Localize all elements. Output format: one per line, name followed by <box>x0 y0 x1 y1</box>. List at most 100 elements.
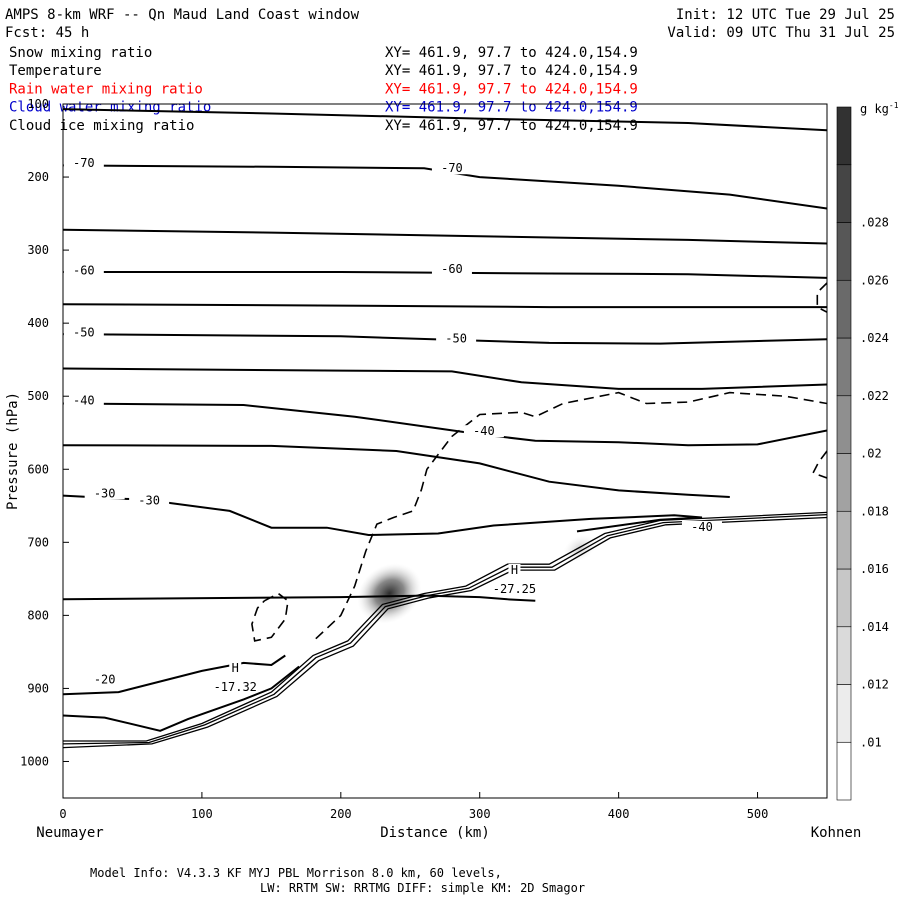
temperature-contour <box>63 108 827 132</box>
x-end-label: Kohnen <box>811 825 862 841</box>
y-tick-label: 500 <box>27 389 49 403</box>
snow-mixing-ratio-contour <box>811 450 827 479</box>
temperature-contour <box>63 333 827 345</box>
y-tick-label: 1000 <box>20 754 49 768</box>
colorbar-tick-label: .022 <box>860 389 889 403</box>
contour-label: -70 <box>73 156 95 170</box>
contour-label: -20 <box>94 673 116 687</box>
colorbar-tick-label: .01 <box>860 735 882 749</box>
contour-label-background <box>215 680 256 693</box>
colorbar: .01 .012 .014 .016 .018 .02 .022 .024 .026 .028 <box>836 106 889 801</box>
colorbar-tick-label: .02 <box>860 447 882 461</box>
x-tick-label: 200 <box>330 807 352 821</box>
y-tick-label: 700 <box>27 535 49 549</box>
contour-label-background <box>63 264 104 277</box>
contour-label: -40 <box>473 424 495 438</box>
contour-label-background <box>436 332 477 345</box>
y-tick-label: 100 <box>27 97 49 111</box>
model-physics: LW: RRTM SW: RRTMG DIFF: simple KM: 2D S… <box>260 881 585 895</box>
legend-entry-name: Temperature <box>9 63 102 79</box>
temperature-contour <box>63 494 703 537</box>
colorbar-tick-label: .024 <box>860 331 889 345</box>
colorbar-unit: g kg-1 <box>860 101 899 116</box>
x-axis-label: Distance (km) <box>380 825 490 841</box>
colorbar-tick-label: .012 <box>860 678 889 692</box>
colorbar-cell <box>836 395 852 454</box>
shaded-maximum <box>563 534 597 562</box>
valid-time: Valid: 09 UTC Thu 31 Jul 25 <box>667 25 895 41</box>
temperature-contour <box>63 594 536 602</box>
legend-entry-name: Cloud ice mixing ratio <box>9 118 194 134</box>
contour-lines <box>63 108 827 749</box>
x-axis: 0 100 200 300 400 500 <box>59 792 768 821</box>
y-axis: 100 200 300 400 500 600 700 800 900 1000 <box>20 97 69 768</box>
contour-label-background <box>129 494 170 507</box>
colorbar-tick-label: .026 <box>860 273 889 287</box>
y-tick-label: 300 <box>27 243 49 257</box>
forecast-hour: Fcst: 45 h <box>5 25 89 41</box>
x-start-label: Neumayer <box>36 825 103 841</box>
contour-label-background <box>508 563 521 576</box>
plot-frame <box>62 103 828 799</box>
y-axis-label: Pressure (hPa) <box>5 392 21 510</box>
figure-title: AMPS 8-km WRF -- Qn Maud Land Coast wind… <box>5 7 360 23</box>
contour-label-background <box>63 326 104 339</box>
contour-labels: -70 -70 -60 -60 -50 -50 -40 -40 -40 -30 -30 -20 H -17… <box>63 156 722 694</box>
contour-label-background <box>431 263 472 276</box>
contour-label-background <box>681 520 722 533</box>
colorbar-tick-label: .014 <box>860 620 889 634</box>
x-tick-label: 0 <box>59 807 66 821</box>
terrain-contour <box>63 513 827 745</box>
temperature-contour <box>63 654 286 696</box>
x-tick-label: 300 <box>469 807 491 821</box>
contour-label: -60 <box>441 262 463 276</box>
y-tick-label: 600 <box>27 462 49 476</box>
init-time: Init: 12 UTC Tue 29 Jul 25 <box>676 7 895 23</box>
terrain-contour <box>63 516 827 749</box>
contour-label: H <box>232 661 239 675</box>
contour-label: -17.32 <box>214 680 257 694</box>
colorbar-cell <box>836 164 852 223</box>
mixing-ratio-shading <box>357 534 597 624</box>
colorbar-cell <box>836 626 852 685</box>
colorbar-cell <box>836 684 852 743</box>
legend-entry-name: Rain water mixing ratio <box>9 81 203 97</box>
contour-label: -40 <box>73 394 95 408</box>
snow-mixing-ratio-contour <box>251 592 289 642</box>
colorbar-cell <box>836 741 852 801</box>
contour-label: H <box>511 563 518 577</box>
snow-mixing-ratio-contour <box>816 282 827 313</box>
terrain-contour <box>63 511 827 742</box>
y-tick-label: 400 <box>27 316 49 330</box>
contour-label: -50 <box>445 331 467 345</box>
contour-label-background <box>463 425 504 438</box>
contour-label-background <box>84 673 125 686</box>
colorbar-cell <box>836 568 852 628</box>
y-tick-label: 900 <box>27 681 49 695</box>
colorbar-cell <box>836 453 852 512</box>
legend-entry-range: XY= 461.9, 97.7 to 424.0,154.9 <box>385 45 638 61</box>
contour-label-background <box>229 661 242 674</box>
shaded-maximum <box>357 563 422 624</box>
colorbar-tick-label: .018 <box>860 504 889 518</box>
temperature-contour <box>63 228 827 245</box>
legend-entry-name: Snow mixing ratio <box>9 45 152 61</box>
colorbar-cell <box>836 279 852 339</box>
temperature-contour <box>63 164 827 210</box>
legend-entry-range: XY= 461.9, 97.7 to 424.0,154.9 <box>385 81 638 97</box>
colorbar-cell <box>836 222 852 281</box>
colorbar-cell <box>836 510 852 570</box>
contour-label: -30 <box>138 494 160 508</box>
temperature-contour <box>63 665 300 732</box>
y-tick-label: 200 <box>27 170 49 184</box>
x-tick-label: 100 <box>191 807 213 821</box>
contour-label: -30 <box>94 486 116 500</box>
x-tick-label: 400 <box>608 807 630 821</box>
contour-label: -50 <box>73 326 95 340</box>
contour-label-background <box>431 162 472 175</box>
colorbar-tick-label: .028 <box>860 216 889 230</box>
legend-entry-range: XY= 461.9, 97.7 to 424.0,154.9 <box>385 118 638 134</box>
contour-label-background <box>63 157 104 170</box>
colorbar-cell <box>836 337 852 397</box>
